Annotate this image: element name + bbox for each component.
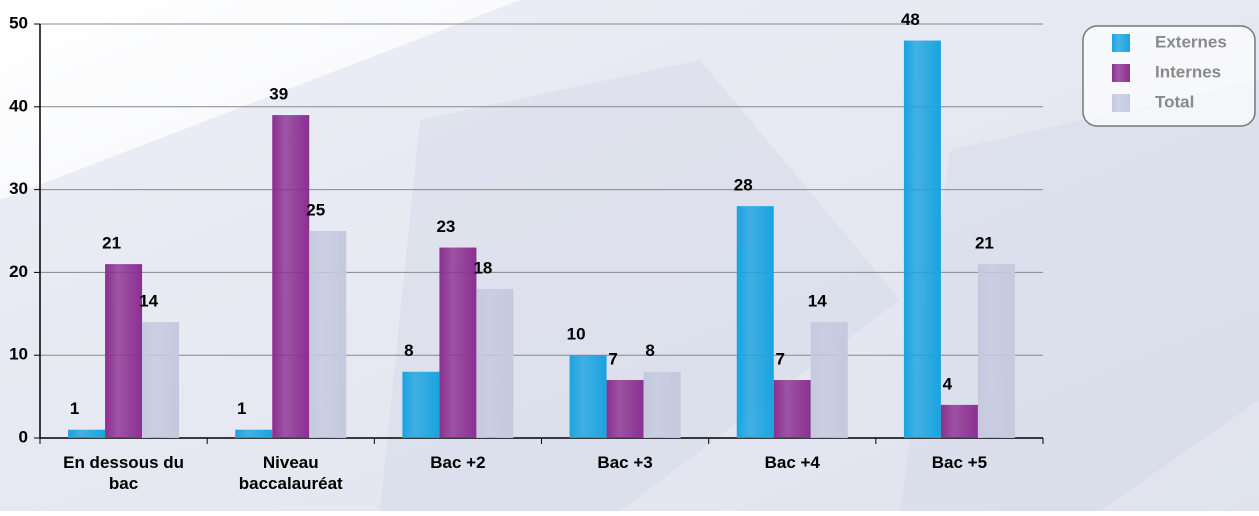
- bar: [940, 404, 978, 438]
- y-tick-label: 30: [9, 179, 28, 198]
- x-tick-label: En dessous du bac: [63, 453, 185, 493]
- bar: [439, 247, 477, 438]
- legend-label: Total: [1155, 92, 1194, 111]
- bar: [272, 115, 310, 438]
- data-label: 39: [269, 85, 288, 104]
- bar: [810, 322, 848, 438]
- bar: [309, 231, 347, 438]
- legend-label: Externes: [1155, 32, 1227, 51]
- legend-swatch: [1112, 34, 1130, 52]
- data-label: 25: [306, 200, 325, 219]
- bar: [606, 380, 644, 438]
- data-label: 8: [645, 341, 654, 360]
- legend-label: Internes: [1155, 62, 1221, 81]
- bar: [402, 371, 440, 438]
- bar: [68, 429, 106, 438]
- data-label: 10: [567, 325, 586, 344]
- bar: [235, 429, 273, 438]
- x-tick-label-box: Niveau baccalauréat: [238, 453, 343, 493]
- x-tick-label-box: Bac +2: [430, 453, 486, 472]
- data-label: 21: [975, 234, 994, 253]
- x-tick-label-box: Bac +3: [597, 453, 653, 472]
- bar: [643, 371, 681, 438]
- x-tick-label: Niveau baccalauréat: [238, 453, 343, 493]
- y-tick-label: 50: [9, 13, 28, 32]
- data-label: 21: [102, 234, 121, 253]
- x-tick-label: Bac +2: [430, 453, 486, 472]
- bar: [142, 322, 180, 438]
- bar: [977, 264, 1015, 438]
- data-label: 18: [473, 258, 492, 277]
- y-tick-label: 40: [9, 96, 28, 115]
- bar: [773, 380, 811, 438]
- data-label: 1: [70, 399, 79, 418]
- data-label: 4: [943, 374, 953, 393]
- bar: [903, 40, 941, 439]
- data-label: 7: [608, 350, 617, 369]
- legend-swatch: [1112, 94, 1130, 112]
- data-label: 23: [436, 217, 455, 236]
- data-label: 1: [237, 399, 246, 418]
- data-label: 7: [776, 350, 785, 369]
- data-label: 14: [139, 292, 158, 311]
- data-label: 48: [901, 10, 920, 29]
- bar: [569, 355, 607, 438]
- legend-swatch: [1112, 64, 1130, 82]
- x-tick-label: Bac +5: [931, 453, 988, 472]
- x-tick-label: Bac +4: [764, 453, 820, 472]
- x-tick-label-box: En dessous du bac: [63, 453, 185, 493]
- data-label: 28: [734, 176, 753, 195]
- y-tick-label: 0: [19, 427, 28, 446]
- x-tick-label: Bac +3: [597, 453, 653, 472]
- bar: [476, 288, 514, 438]
- bar: [736, 206, 774, 438]
- data-label: 14: [808, 292, 827, 311]
- y-tick-label: 20: [9, 262, 28, 281]
- y-tick-label: 10: [9, 345, 28, 364]
- x-tick-label-box: Bac +5: [931, 453, 988, 472]
- data-label: 8: [404, 341, 413, 360]
- bar: [105, 264, 143, 438]
- x-tick-label-box: Bac +4: [764, 453, 820, 472]
